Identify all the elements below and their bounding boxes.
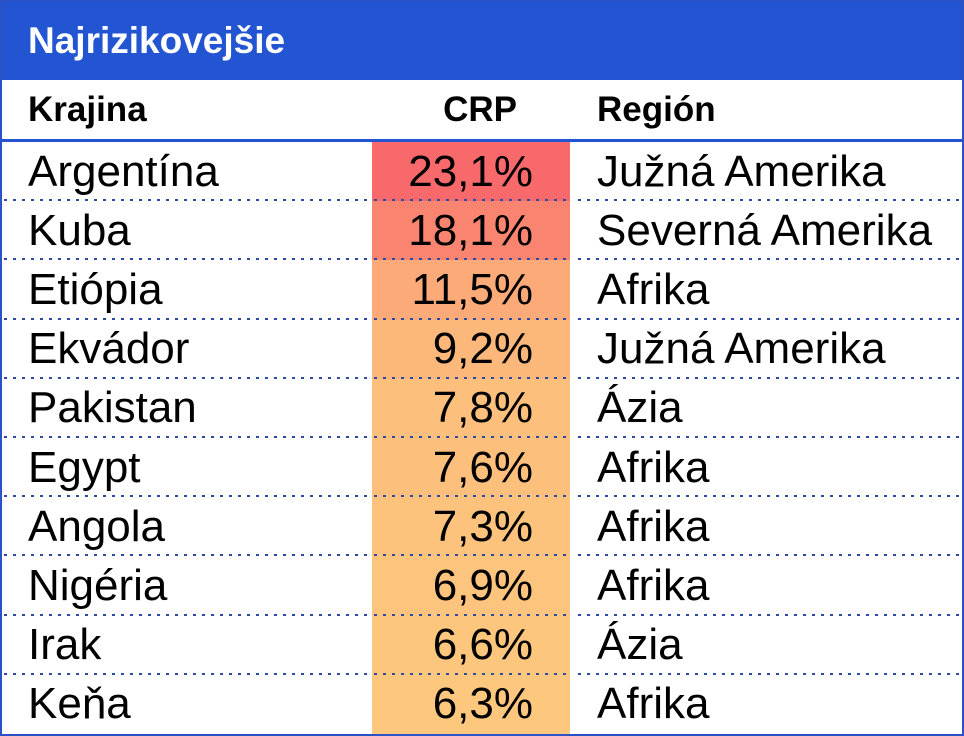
region-cell: Severná Amerika (570, 201, 962, 261)
crp-value-cell: 7,8% (372, 378, 570, 439)
table-title: Najrizikovejšie (28, 20, 286, 61)
table-row: Ekvádor 9,2% Južná Amerika (2, 319, 962, 379)
crp-value-cell: 6,3% (372, 674, 570, 735)
region-cell: Afrika (597, 679, 710, 729)
country-cell: Irak (2, 615, 372, 675)
country-cell: Etiópia (2, 260, 372, 320)
country-cell: Nigéria (2, 556, 372, 616)
country-cell: Keňa (28, 679, 131, 729)
table-row: Etiópia 11,5% Afrika (2, 260, 962, 320)
table-row: Nigéria 6,9% Afrika (2, 556, 962, 616)
table-row: Pakistan 7,8% Ázia (2, 378, 962, 439)
table-row: Keňa 6,3% Afrika (2, 674, 962, 735)
region-cell: Afrika (570, 497, 962, 557)
table-row: Angola 7,3% Afrika (2, 497, 962, 557)
region-cell: Afrika (570, 260, 962, 320)
table-row: Irak 6,6% Ázia (2, 615, 962, 675)
region-cell: Južná Amerika (570, 319, 962, 379)
country-cell: Egypt (2, 438, 372, 498)
table-row: Argentína 23,1% Južná Amerika (2, 142, 962, 202)
country-cell: Argentína (2, 142, 372, 202)
table-title-bar: Najrizikovejšie (2, 2, 962, 80)
crp-value-cell: 7,6% (372, 438, 570, 498)
country-cell: Angola (2, 497, 372, 557)
region-cell: Ázia (570, 378, 962, 439)
column-header-krajina: Krajina (28, 89, 147, 129)
region-cell: Afrika (570, 556, 962, 616)
table-body: Argentína 23,1% Južná Amerika Kuba 18,1% Seve… (2, 142, 962, 735)
country-cell: Pakistan (2, 378, 372, 439)
column-header-crp: CRP (443, 89, 517, 129)
country-cell: Ekvádor (2, 319, 372, 379)
table-header-row: Krajina CRP Región (2, 80, 962, 142)
crp-value-cell: 9,2% (372, 319, 570, 379)
crp-value-cell: 6,9% (372, 556, 570, 616)
crp-value-cell: 6,6% (372, 615, 570, 675)
region-cell: Južná Amerika (570, 142, 962, 202)
region-cell: Ázia (570, 615, 962, 675)
table-row: Egypt 7,6% Afrika (2, 438, 962, 498)
region-cell: Afrika (570, 438, 962, 498)
column-header-region: Región (597, 89, 716, 129)
crp-value-cell: 7,3% (372, 497, 570, 557)
country-cell: Kuba (2, 201, 372, 261)
crp-value-cell: 18,1% (372, 201, 570, 261)
crp-value-cell: 23,1% (372, 142, 570, 202)
crp-value-cell: 11,5% (372, 260, 570, 320)
table-row: Kuba 18,1% Severná Amerika (2, 201, 962, 261)
